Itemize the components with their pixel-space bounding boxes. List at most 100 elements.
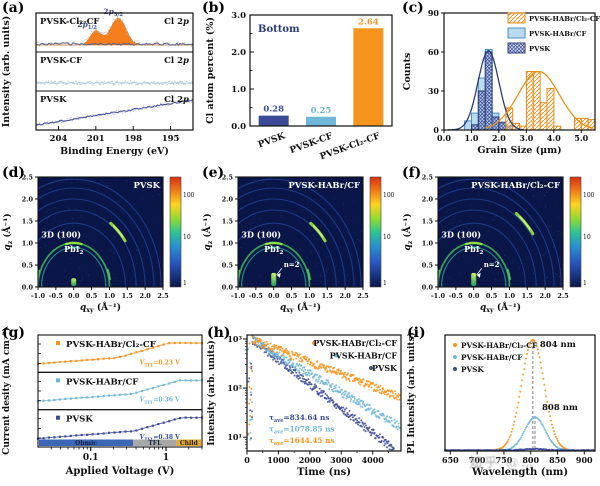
trpl-dot	[340, 393, 343, 396]
cl-atom-percent-chart: 0.01.02.03.00.28PVSK0.25PVSK-CF2.64PVSK-…	[205, 11, 393, 162]
x-tick: 5.0	[574, 133, 588, 143]
x-tick: 2.0	[339, 292, 351, 300]
trpl-dot	[376, 434, 379, 437]
trpl-dot	[296, 363, 299, 366]
trpl-dot	[346, 373, 349, 376]
xps-data-dot	[116, 80, 119, 82]
trpl-dot	[281, 354, 284, 357]
y-tick: 1.5	[422, 218, 434, 226]
legend-dot	[312, 341, 316, 345]
xps-data-dot	[120, 20, 123, 22]
sclc-marker	[102, 395, 105, 398]
colorbar-tick: 100	[583, 192, 595, 199]
xps-data-dot	[38, 122, 41, 124]
trpl-dot	[378, 391, 381, 394]
hist-bar-PVSK	[477, 90, 486, 131]
xps-data-dot	[84, 115, 86, 118]
sclc-marker	[190, 341, 193, 345]
y-tick: 10²	[227, 383, 242, 393]
pl-dot	[507, 438, 510, 441]
panel-label-f: (f)	[402, 165, 422, 181]
x-axis-label: qxy (Å⁻¹)	[80, 301, 121, 314]
sclc-marker	[157, 385, 160, 388]
panel-e-giwaxs: (e) 3D (100) PbI2 n=2 PVSK-HABr/CF -1.0 -0.5 0…	[200, 165, 400, 325]
trpl-dot	[282, 359, 285, 362]
pl-dot	[545, 431, 548, 434]
legend-label: PVSK-HABr/CF	[461, 353, 523, 362]
trpl-dot	[303, 378, 306, 380]
sclc-marker	[86, 396, 89, 399]
pl-dot	[509, 434, 512, 436]
trpl-dot	[341, 376, 344, 379]
trpl-dot	[251, 401, 254, 404]
xps-data-dot	[110, 25, 112, 28]
xps-data-dot	[175, 100, 177, 102]
legend-label: PVSK	[66, 415, 93, 425]
trpl-dot	[343, 373, 346, 376]
trpl-dot	[317, 380, 320, 383]
trpl-dot	[347, 413, 349, 416]
trpl-dot	[282, 350, 285, 353]
pl-dot	[523, 430, 526, 433]
sclc-marker	[179, 341, 182, 344]
y-tick: 60	[428, 47, 440, 57]
sclc-marker	[151, 424, 154, 427]
pl-dot	[510, 430, 513, 433]
trpl-dot	[390, 443, 393, 446]
xps-data-dot	[157, 106, 159, 109]
trpl-dot	[256, 337, 259, 340]
diffraction-ring	[238, 198, 346, 287]
trpl-dot	[397, 396, 400, 398]
diffraction-ring	[438, 178, 562, 287]
pl-dot	[516, 406, 519, 409]
trpl-dot	[377, 410, 380, 413]
x-tick: 198	[124, 134, 142, 144]
xps-data-dot	[97, 115, 99, 118]
colorbar	[369, 176, 382, 288]
n2-arrow	[476, 267, 483, 276]
pl-dot	[542, 425, 545, 428]
y-tick: 2.5	[222, 174, 234, 182]
xps-data-dot	[161, 103, 163, 105]
trpl-dot	[288, 365, 291, 368]
pl-dot	[533, 340, 536, 343]
panel-h-trpl: (h) τave=834.64 ns τave=1078.85 ns τave=16…	[205, 325, 405, 486]
xps-data-dot	[115, 109, 118, 112]
xps-data-dot	[162, 83, 164, 86]
xps-data-dot	[66, 83, 68, 85]
sclc-marker	[58, 361, 61, 364]
xps-data-dot	[50, 41, 52, 44]
x-tick: 750	[496, 455, 513, 465]
x-tick: 0.0	[68, 292, 80, 300]
colorbar-tick: 10	[183, 234, 191, 241]
sclc-marker	[124, 354, 127, 357]
xps-data-dot	[102, 83, 105, 86]
trpl-dot	[318, 387, 321, 390]
trpl-dot	[269, 342, 272, 345]
y-tick: 1.5	[222, 218, 234, 226]
panel-a-xps: (a) 2p1/2 2p3/2 PVSK-Cl₂-CF Cl 2p PVSK-CF Cl …	[0, 0, 200, 165]
trpl-dot	[386, 446, 388, 449]
trpl-dot	[343, 408, 346, 411]
trpl-dot	[397, 422, 400, 425]
xps-data-dot	[87, 37, 89, 40]
trpl-dot	[319, 363, 322, 366]
trpl-dot	[289, 369, 292, 372]
trpl-dot	[333, 405, 336, 408]
trpl-dot	[349, 396, 352, 399]
trpl-dot	[249, 361, 252, 364]
xps-data-dot	[118, 84, 120, 86]
trpl-dot	[345, 415, 348, 418]
trpl-dot	[273, 357, 276, 360]
xps-data-dot	[46, 121, 49, 123]
legend-marker	[56, 341, 60, 345]
corner-label-cl2p: Cl 2p	[164, 56, 189, 66]
trpl-dot	[345, 378, 348, 381]
xps-data-dot	[101, 32, 103, 34]
xps-data-dot	[75, 80, 77, 83]
xps-data-dot	[81, 115, 84, 117]
trpl-dot	[294, 353, 297, 356]
legend-label: PVSK-HABr/CF	[330, 351, 398, 361]
trpl-dot	[297, 364, 300, 367]
xps-data-dot	[123, 23, 125, 25]
